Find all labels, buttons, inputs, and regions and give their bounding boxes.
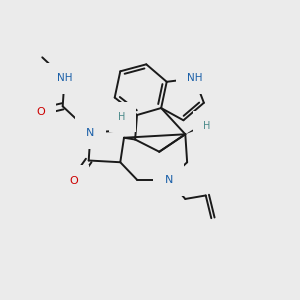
Text: N: N	[164, 175, 173, 185]
Text: NH: NH	[187, 73, 202, 83]
Text: H: H	[118, 112, 126, 122]
Text: NH: NH	[57, 73, 72, 83]
Text: O: O	[36, 106, 45, 116]
Text: H: H	[203, 121, 211, 130]
Polygon shape	[185, 124, 204, 134]
Text: O: O	[70, 176, 78, 187]
Text: N: N	[86, 128, 95, 137]
